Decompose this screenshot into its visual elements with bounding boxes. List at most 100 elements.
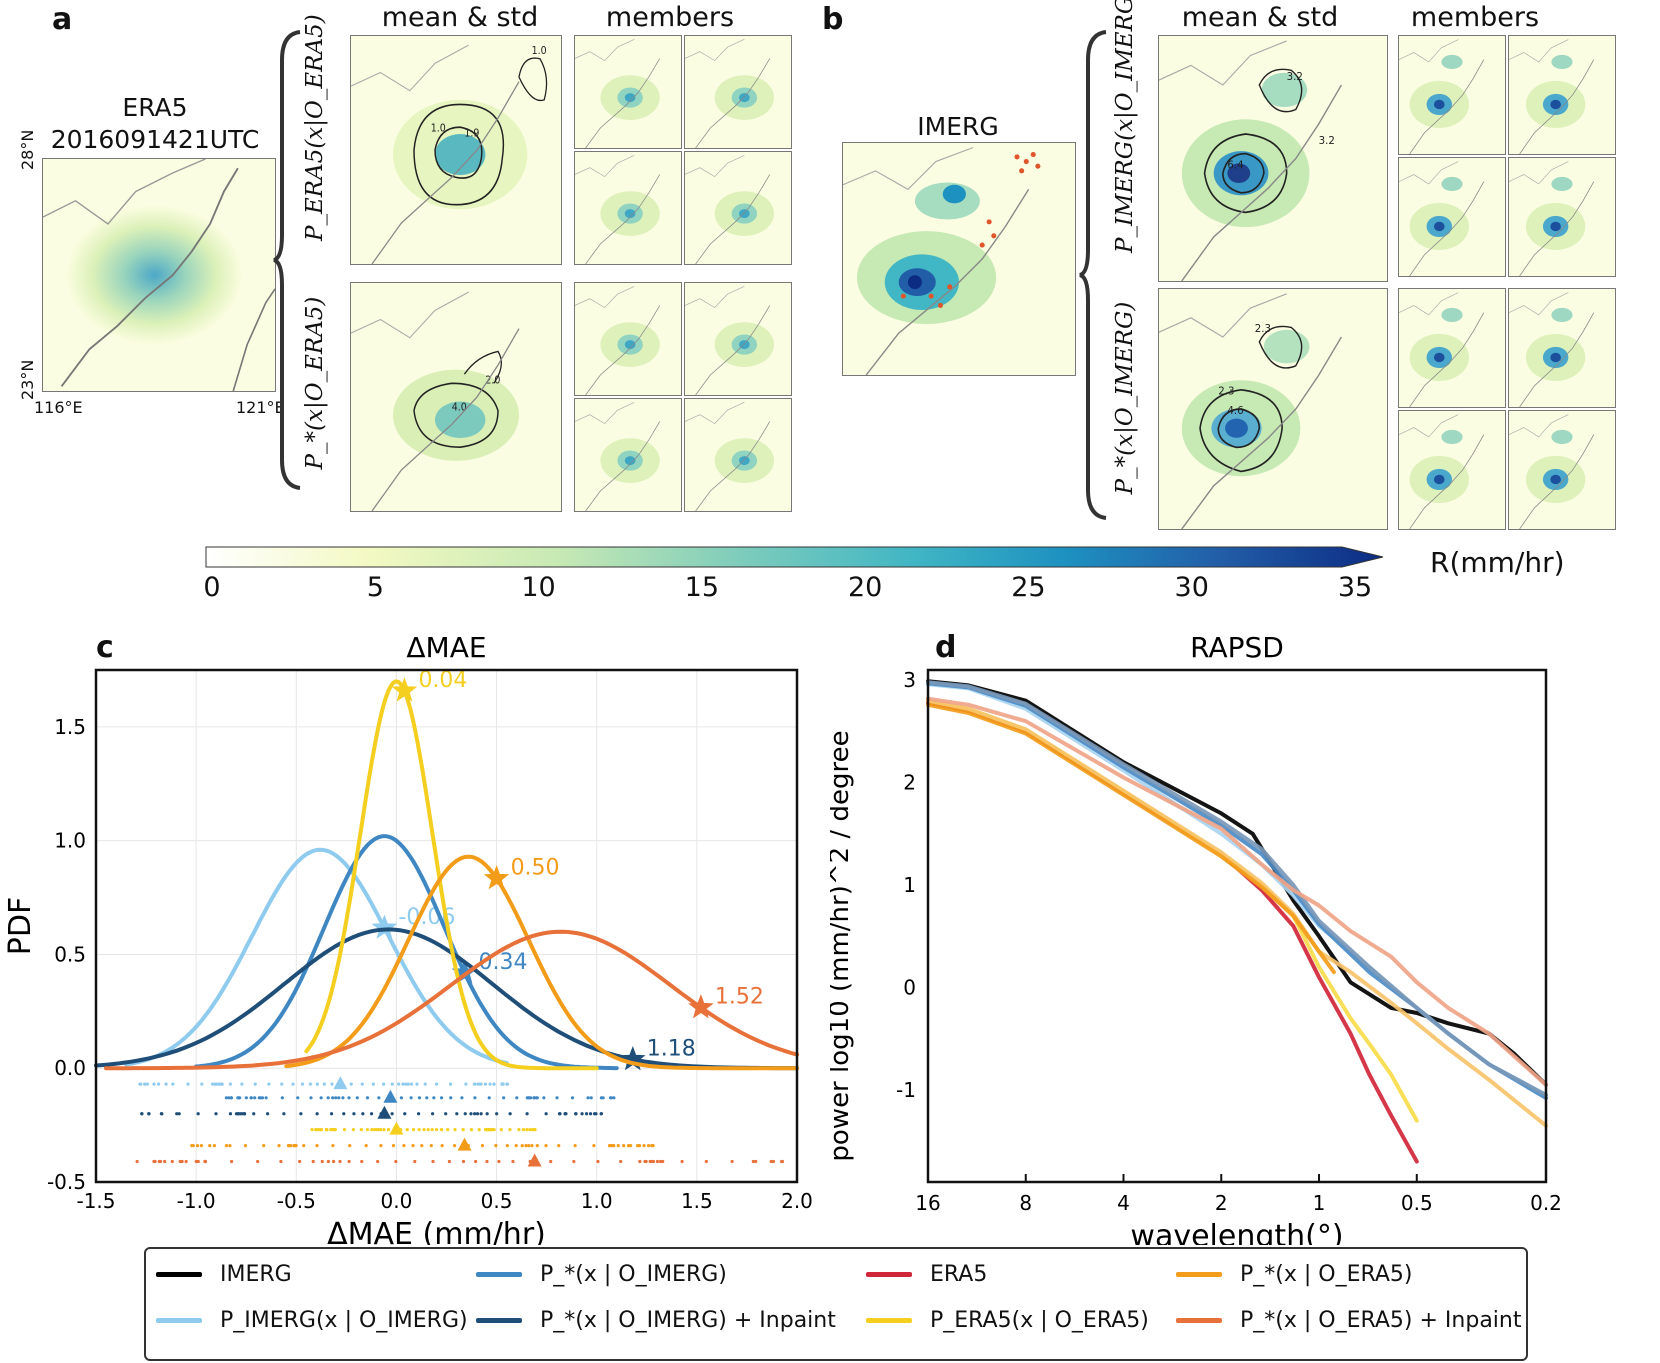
- sample-dot: [544, 1143, 548, 1148]
- sample-dot: [643, 1159, 647, 1164]
- sample-dot: [525, 1112, 529, 1116]
- sample-dot: [532, 1096, 536, 1100]
- pdf-curve: [124, 847, 509, 1067]
- sample-dot: [415, 1082, 419, 1086]
- sample-dot: [143, 1082, 147, 1086]
- sample-dot: [330, 1082, 334, 1086]
- sample-dot: [318, 1128, 323, 1132]
- y-tick-label: 2: [903, 771, 916, 795]
- sample-dot: [460, 1096, 464, 1100]
- member-map: [574, 151, 682, 265]
- sample-dot: [152, 1082, 156, 1086]
- legend-label: P_ERA5(x | O_ERA5): [930, 1307, 1149, 1333]
- sample-dot: [622, 1143, 626, 1148]
- sample-dot: [214, 1082, 219, 1086]
- legend-swatch: [476, 1271, 522, 1277]
- sample-dot: [609, 1096, 613, 1100]
- sample-dot: [224, 1143, 229, 1148]
- sample-dot: [227, 1096, 231, 1100]
- y-tick-label: -1: [896, 1078, 916, 1102]
- sample-dot: [474, 1159, 478, 1164]
- sample-dot: [601, 1096, 605, 1100]
- sample-dot: [394, 1159, 398, 1164]
- sample-dot: [264, 1096, 268, 1100]
- sample-dot: [365, 1096, 370, 1100]
- sample-dot: [217, 1082, 221, 1086]
- sample-dot: [371, 1082, 375, 1086]
- x-tick-label: 2.0: [781, 1189, 813, 1213]
- sample-dot: [333, 1128, 337, 1132]
- col-head-mean-a: mean & std: [381, 2, 539, 33]
- lat-bottom-label: 23°N: [18, 359, 37, 400]
- sample-dot: [447, 1159, 452, 1164]
- sample-dot: [147, 1112, 151, 1116]
- sample-dot: [626, 1143, 631, 1148]
- contour-label: 3.2: [1319, 133, 1335, 146]
- sample-dot: [175, 1112, 179, 1116]
- y-tick-label: 0.0: [54, 1056, 86, 1080]
- member-map: [1398, 157, 1506, 277]
- contour-label: 1.0: [532, 46, 547, 57]
- sample-dot: [607, 1143, 612, 1148]
- sample-dot: [499, 1128, 503, 1132]
- sample-dot: [243, 1143, 248, 1148]
- sample-dot: [267, 1082, 271, 1086]
- y-tick-label: -0.5: [47, 1170, 86, 1194]
- sample-dot: [478, 1082, 483, 1086]
- x-axis-label: ΔMAE (mm/hr): [327, 1217, 546, 1245]
- sample-dot: [651, 1143, 655, 1148]
- sample-dot: [704, 1159, 708, 1164]
- sample-dot: [508, 1112, 512, 1116]
- sample-dot: [411, 1128, 416, 1132]
- mean-triangle: [527, 1153, 542, 1167]
- sample-dot: [432, 1096, 436, 1100]
- legend-swatch: [476, 1317, 522, 1323]
- rapsd-curve: [926, 698, 1419, 1123]
- sample-dot: [360, 1159, 364, 1164]
- sample-dot: [342, 1128, 347, 1132]
- sample-dot: [135, 1159, 139, 1164]
- era5-map: [42, 158, 276, 392]
- x-tick-label: 16: [915, 1191, 940, 1215]
- sample-dot: [228, 1143, 232, 1148]
- sample-dot: [277, 1143, 281, 1148]
- y-tick-label: 0: [903, 975, 916, 999]
- member-map: [1398, 410, 1506, 530]
- sample-dot: [492, 1128, 496, 1132]
- sample-dot: [430, 1128, 434, 1132]
- sample-dot: [370, 1128, 374, 1132]
- sample-dot: [497, 1159, 501, 1164]
- legend-item: P_*(x | O_ERA5): [1176, 1259, 1413, 1289]
- sample-dot: [158, 1159, 163, 1164]
- sample-dot: [300, 1082, 305, 1086]
- sample-dot: [253, 1096, 257, 1100]
- row2-label-a: P_*(x|O_ERA5): [302, 296, 328, 470]
- contour-label: 4.0: [452, 402, 467, 413]
- sample-dot: [638, 1159, 642, 1164]
- sample-dot: [341, 1096, 345, 1100]
- sample-dot: [754, 1159, 758, 1164]
- colorbar-tick: 30: [1174, 572, 1209, 603]
- brace-a: [273, 30, 301, 490]
- sample-dot: [347, 1096, 351, 1100]
- sample-dot: [195, 1143, 200, 1148]
- sample-dot: [309, 1096, 313, 1100]
- sample-dot: [220, 1082, 224, 1086]
- sample-dot: [310, 1128, 314, 1132]
- x-tick-label: 4: [1117, 1191, 1130, 1215]
- sample-dot: [180, 1159, 184, 1164]
- sample-dot: [455, 1112, 459, 1116]
- sample-dot: [282, 1112, 286, 1116]
- sample-dot: [404, 1082, 408, 1086]
- sample-dot: [355, 1096, 359, 1100]
- legend-label: P_IMERG(x | O_IMERG): [220, 1307, 468, 1333]
- sample-dot: [599, 1112, 604, 1116]
- sample-dot: [479, 1112, 483, 1116]
- sample-dot: [252, 1112, 256, 1116]
- sample-dot: [156, 1082, 161, 1086]
- member-map: [574, 282, 682, 396]
- colorbar-tick: 15: [684, 572, 720, 603]
- x-tick-label: 1: [1313, 1191, 1326, 1215]
- legend-item: P_IMERG(x | O_IMERG): [156, 1305, 468, 1335]
- sample-dot: [535, 1143, 539, 1148]
